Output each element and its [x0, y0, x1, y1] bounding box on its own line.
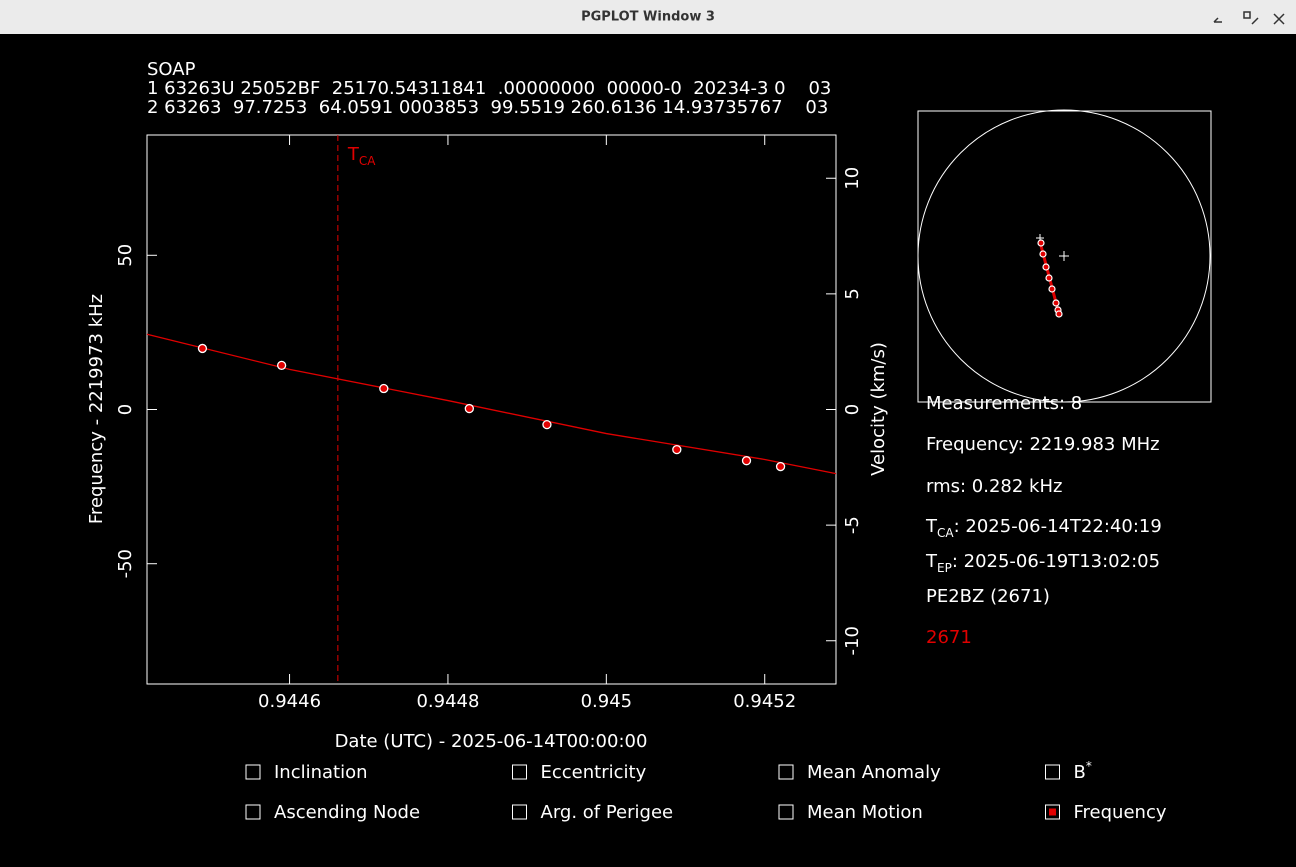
- checkbox[interactable]: Mean Motion: [778, 802, 923, 823]
- y2-tick-label: -10: [842, 626, 863, 655]
- x-tick-label: 0.9452: [733, 691, 796, 712]
- horizon: [917, 109, 1211, 403]
- x-tick-label: 0.9446: [258, 691, 321, 712]
- x-tick-label: 0.945: [581, 691, 633, 712]
- box[interactable]: [512, 764, 527, 780]
- info-line: Frequency: 2219.983 MHz: [926, 434, 1160, 455]
- label[interactable]: Eccentricity: [541, 762, 647, 783]
- label[interactable]: Mean Motion: [807, 802, 923, 823]
- checkbox[interactable]: Ascending Node: [245, 802, 420, 823]
- tle-line: 1 63263U 25052BF 25170.54311841 .0000000…: [147, 78, 831, 99]
- label[interactable]: Ascending Node: [274, 802, 420, 823]
- window-title: PGPLOT Window 3: [581, 10, 715, 25]
- y2-tick-label: 0: [842, 404, 863, 415]
- tca-sub: CA: [359, 154, 376, 168]
- object-name: SOAP: [147, 59, 196, 80]
- checkbox[interactable]: Frequency: [1045, 802, 1167, 823]
- y-tick-label: -50: [115, 549, 136, 578]
- tle-line: 2 63263 97.7253 64.0591 0003853 99.5519 …: [147, 97, 828, 118]
- info-line: PE2BZ (2671): [926, 586, 1050, 607]
- t: T: [925, 551, 938, 572]
- label[interactable]: Mean Anomaly: [807, 762, 941, 783]
- box[interactable]: [778, 804, 794, 820]
- info: Measurements: 8 Frequency: 2219.983 MHz …: [925, 393, 1162, 648]
- title-bar: [0, 0, 1296, 34]
- measurement: [672, 444, 682, 455]
- info-line: 2671: [926, 627, 972, 648]
- fit-curve: [146, 333, 837, 475]
- tca-main: T: [347, 144, 360, 165]
- sub: EP: [937, 561, 952, 575]
- measurement: [741, 456, 752, 466]
- label[interactable]: Arg. of Perigee: [541, 802, 674, 823]
- close[interactable]: [1273, 13, 1285, 25]
- box[interactable]: [512, 804, 527, 820]
- measurement: [276, 360, 287, 371]
- checkbox-label[interactable]: Arg. of Perigee: [541, 802, 674, 823]
- cross: [1036, 234, 1069, 261]
- label[interactable]: B: [1074, 762, 1086, 783]
- y2-axis-label: Velocity (km/s): [868, 342, 889, 476]
- checkbox-label[interactable]: Eccentricity: [541, 762, 647, 783]
- checkbox[interactable]: B*: [1045, 759, 1092, 784]
- box[interactable]: [778, 764, 794, 780]
- checkbox-label[interactable]: B*: [1074, 759, 1092, 784]
- label[interactable]: Inclination: [274, 762, 368, 783]
- checkbox-label[interactable]: Mean Anomaly: [807, 762, 941, 783]
- checkbox[interactable]: Mean Anomaly: [778, 762, 941, 783]
- minimize[interactable]: [1213, 17, 1222, 23]
- info-line: rms: 0.282 kHz: [926, 476, 1062, 497]
- t: T: [925, 516, 938, 537]
- measurement: [197, 343, 208, 354]
- measurement: [542, 419, 552, 430]
- x-axis-label: Date (UTC) - 2025-06-14T00:00:00: [335, 731, 648, 752]
- measurement: [379, 383, 389, 394]
- info-line: Measurements: 8: [926, 393, 1082, 414]
- sub: CA: [937, 526, 954, 540]
- label[interactable]: Frequency: [1074, 802, 1167, 823]
- x-tick-label: 0.9448: [416, 691, 479, 712]
- plot: 0.9446 0.9448 0.945 0.9452-50050-10-50510Da…: [86, 135, 889, 752]
- measurement: [775, 461, 786, 472]
- maximize[interactable]: [1243, 11, 1259, 25]
- measurement: [464, 403, 474, 414]
- checkbox-label[interactable]: Ascending Node: [274, 802, 420, 823]
- y2-tick-label: -5: [842, 516, 863, 534]
- box[interactable]: [245, 804, 261, 820]
- track-points: [1037, 239, 1063, 318]
- tca-label: TCA: [347, 144, 376, 168]
- checkbox-label[interactable]: Frequency: [1074, 802, 1167, 823]
- check[interactable]: [1049, 808, 1056, 816]
- text: : 2025-06-14T22:40:19: [954, 516, 1162, 537]
- checkbox[interactable]: Arg. of Perigee: [512, 802, 674, 823]
- info-line: TCA: 2025-06-14T22:40:19: [925, 516, 1162, 540]
- window-controls[interactable]: [1213, 11, 1285, 25]
- checkbox-label[interactable]: Mean Motion: [807, 802, 923, 823]
- box[interactable]: [1045, 804, 1060, 820]
- y2-tick-label: 5: [842, 288, 863, 299]
- y2-tick-label: 10: [842, 167, 863, 190]
- sky-plot: [917, 109, 1212, 403]
- y-axis-label: Frequency - 2219973 kHz: [86, 294, 107, 524]
- box[interactable]: [245, 764, 261, 780]
- checkbox-label[interactable]: Inclination: [274, 762, 368, 783]
- y-tick-label: 0: [115, 404, 136, 415]
- info-line: TEP: 2025-06-19T13:02:05: [925, 551, 1160, 575]
- box[interactable]: [1045, 764, 1060, 780]
- checkbox[interactable]: Eccentricity: [512, 762, 647, 783]
- sup[interactable]: *: [1086, 759, 1092, 773]
- text: : 2025-06-19T13:02:05: [952, 551, 1160, 572]
- checkbox[interactable]: Inclination: [245, 762, 368, 783]
- checkboxes: Inclination Ascending Node Eccentricity Arg…: [245, 759, 1167, 823]
- y-tick-label: 50: [115, 244, 136, 267]
